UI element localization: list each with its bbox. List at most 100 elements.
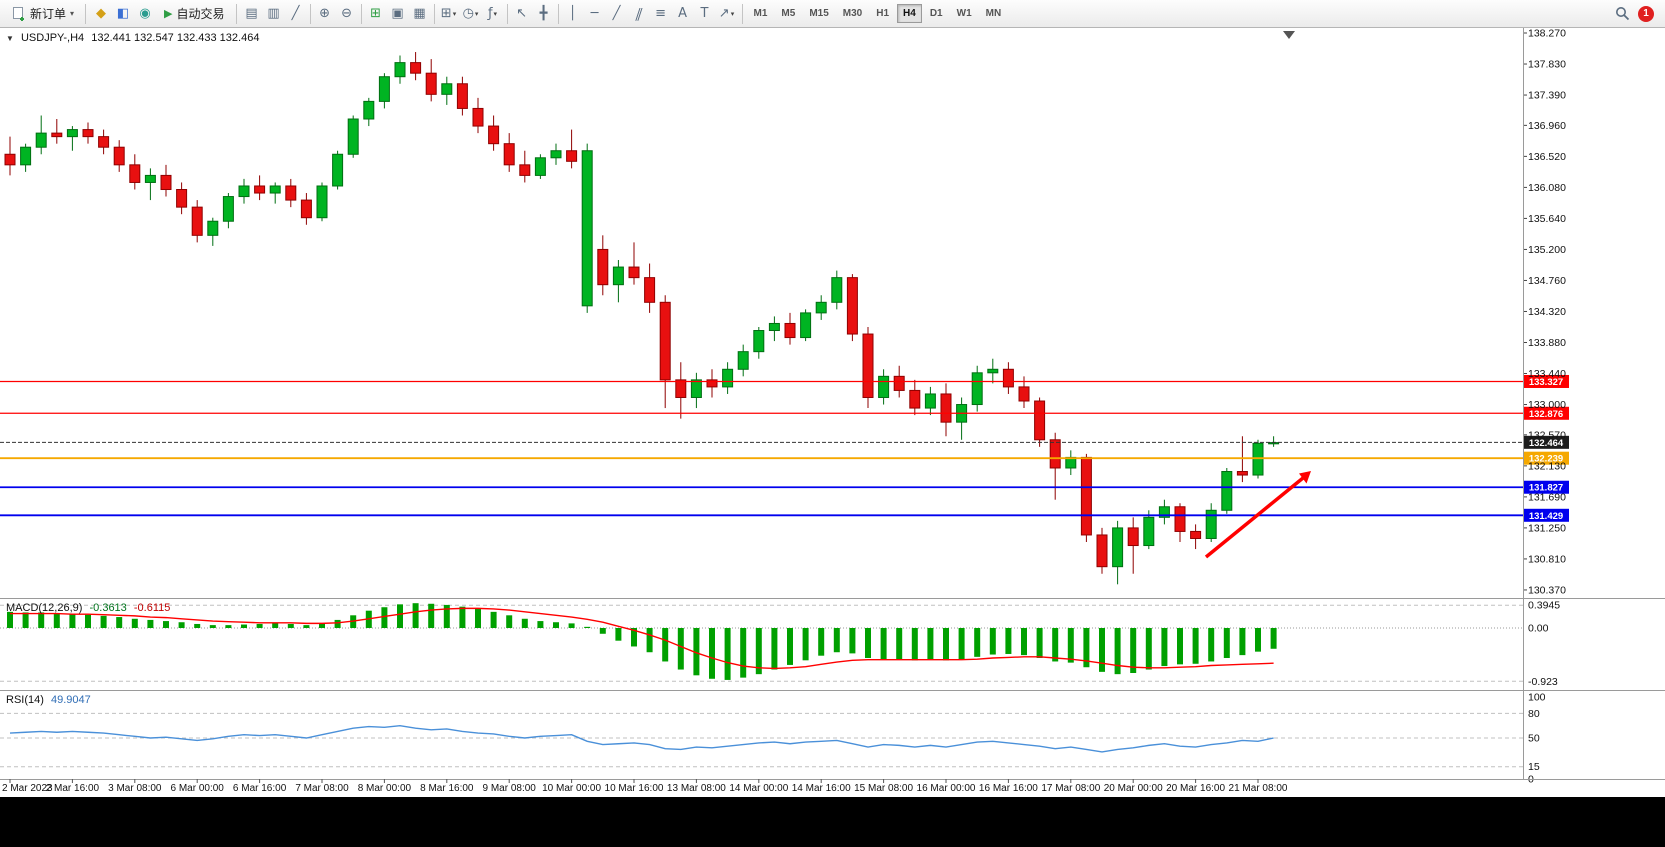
timeframe-h4[interactable]: H4: [897, 4, 922, 23]
svg-text:134.760: 134.760: [1528, 275, 1566, 287]
svg-text:3 Mar 08:00: 3 Mar 08:00: [108, 783, 162, 794]
search-icon[interactable]: [1611, 3, 1633, 25]
svg-text:132.239: 132.239: [1529, 454, 1563, 465]
chevron-down-icon: ▾: [730, 9, 735, 18]
collapse-icon[interactable]: ▼: [6, 34, 14, 43]
indicators-icon[interactable]: ƒ ▾: [487, 6, 498, 21]
chart-title: ▼ USDJPY-,H4 132.441 132.547 132.433 132…: [6, 32, 263, 44]
svg-text:137.390: 137.390: [1528, 90, 1566, 102]
arrange-windows-icon[interactable]: ▦: [413, 6, 426, 21]
toolbar-separator: [235, 3, 237, 24]
svg-text:21 Mar 08:00: 21 Mar 08:00: [1229, 783, 1288, 794]
svg-text:2 Mar 2023: 2 Mar 2023: [2, 783, 53, 794]
bar-chart-icon[interactable]: ▤: [245, 6, 258, 21]
svg-text:135.200: 135.200: [1528, 244, 1566, 256]
svg-text:131.690: 131.690: [1528, 491, 1566, 503]
svg-text:80: 80: [1528, 708, 1540, 720]
svg-text:131.429: 131.429: [1529, 511, 1563, 522]
svg-text:133.000: 133.000: [1528, 399, 1566, 411]
trendline-icon[interactable]: ╱: [612, 6, 621, 21]
auto-trading-button[interactable]: ▶ 自动交易: [157, 2, 231, 25]
svg-text:-0.923: -0.923: [1528, 676, 1558, 688]
timeframe-m5[interactable]: M5: [775, 4, 801, 23]
timeframe-d1[interactable]: D1: [924, 4, 949, 23]
panel-icons-group: ◆ ◧ ◉: [90, 3, 156, 25]
horizontal-line-icon[interactable]: ─: [590, 6, 599, 21]
candlestick-chart-icon[interactable]: ▥: [267, 6, 280, 21]
svg-text:20 Mar 16:00: 20 Mar 16:00: [1166, 783, 1225, 794]
svg-text:138.270: 138.270: [1528, 28, 1566, 40]
zoom-in-icon[interactable]: ⊕: [319, 6, 330, 21]
auto-trading-label: 自动交易: [176, 7, 225, 21]
price-tag: [1523, 435, 1569, 449]
svg-text:133.440: 133.440: [1528, 368, 1566, 380]
chevron-down-icon: ▾: [493, 9, 498, 18]
svg-text:14 Mar 00:00: 14 Mar 00:00: [729, 783, 788, 794]
svg-text:6 Mar 16:00: 6 Mar 16:00: [233, 783, 287, 794]
svg-text:9 Mar 08:00: 9 Mar 08:00: [483, 783, 537, 794]
vertical-line-icon[interactable]: │: [568, 6, 577, 21]
candlestick-series: [4, 52, 1280, 585]
svg-text:0.3945: 0.3945: [1528, 600, 1560, 612]
play-icon: ▶: [164, 7, 173, 20]
svg-text:136.080: 136.080: [1528, 182, 1566, 194]
svg-text:2 Mar 16:00: 2 Mar 16:00: [46, 783, 100, 794]
chevron-down-icon: ▾: [452, 9, 457, 18]
market-watch-icon[interactable]: ◆: [96, 6, 107, 21]
svg-text:6 Mar 00:00: 6 Mar 00:00: [171, 783, 225, 794]
panel-separators[interactable]: [0, 28, 1665, 780]
toolbar-separator: [506, 3, 508, 24]
macd-indicator: 0.3945 0.00 -0.923: [0, 600, 1560, 688]
svg-text:10 Mar 16:00: 10 Mar 16:00: [605, 783, 664, 794]
svg-text:15: 15: [1528, 761, 1540, 773]
trend-arrow-annotation[interactable]: [1204, 471, 1311, 559]
crosshair-icon[interactable]: ╋: [539, 6, 548, 21]
svg-text:13 Mar 08:00: 13 Mar 08:00: [667, 783, 726, 794]
svg-text:20 Mar 00:00: 20 Mar 00:00: [1104, 783, 1163, 794]
price-tag: [1523, 480, 1569, 494]
toolbar-separator: [309, 3, 311, 24]
timeframe-m1[interactable]: M1: [748, 4, 774, 23]
svg-text:14 Mar 16:00: 14 Mar 16:00: [792, 783, 851, 794]
chart-canvas[interactable]: 133.327 132.876 132.239 131.827 131.429 132.4…: [0, 28, 1665, 797]
chart-tools-group: ▤ ▥ ╱ ⊕ ⊖ ⊞ ▣ ▦ ⊞ ▾ ◷ ▾ ƒ ▾ ↖ ╋ │ ─ ╱ ∥ ≡ A T ↗ ▾: [241, 3, 738, 25]
text-icon[interactable]: A: [678, 6, 687, 21]
zoom-out-icon[interactable]: ⊖: [341, 6, 352, 21]
new-chart-icon[interactable]: ⊞ ▾: [440, 6, 457, 21]
cursor-icon[interactable]: ↖: [516, 6, 527, 21]
ohlc-values: 132.441 132.547 132.433 132.464: [91, 32, 260, 44]
line-chart-icon[interactable]: ╱: [291, 6, 300, 21]
svg-text:100: 100: [1528, 692, 1546, 704]
timeframe-mn[interactable]: MN: [980, 4, 1008, 23]
price-axis[interactable]: 138.270 137.830 137.390 136.960 136.520 136.0…: [1523, 28, 1566, 596]
timeframe-m30[interactable]: M30: [837, 4, 868, 23]
toolbar-separator: [85, 3, 87, 24]
rsi-label: RSI(14) 49.9047: [6, 694, 95, 706]
cascade-windows-icon[interactable]: ▣: [391, 6, 404, 21]
timeframe-m15[interactable]: M15: [803, 4, 834, 23]
data-window-icon[interactable]: ◧: [116, 6, 130, 21]
timeframe-w1[interactable]: W1: [951, 4, 978, 23]
navigator-icon[interactable]: ◉: [139, 6, 151, 21]
rsi-value: 49.9047: [50, 694, 91, 706]
notification-badge[interactable]: 1: [1638, 5, 1654, 22]
svg-text:15 Mar 08:00: 15 Mar 08:00: [854, 783, 913, 794]
svg-text:132.464: 132.464: [1529, 438, 1564, 449]
chart-shift-marker[interactable]: [1283, 31, 1295, 39]
tile-windows-icon[interactable]: ⊞: [370, 6, 381, 21]
label-icon[interactable]: T: [700, 6, 709, 21]
symbol-timeframe: USDJPY-,H4: [20, 32, 85, 44]
toolbar-separator: [557, 3, 559, 24]
timeframe-h1[interactable]: H1: [870, 4, 895, 23]
chart-area[interactable]: 133.327 132.876 132.239 131.827 131.429 132.4…: [0, 28, 1665, 797]
toolbar-separator: [360, 3, 362, 24]
svg-text:131.250: 131.250: [1528, 522, 1566, 534]
chart-profiles-icon[interactable]: ◷ ▾: [462, 6, 479, 21]
new-order-button[interactable]: 新订单 ▾: [5, 2, 81, 25]
svg-text:8 Mar 00:00: 8 Mar 00:00: [358, 783, 412, 794]
arrows-icon[interactable]: ↗ ▾: [718, 6, 735, 21]
horizontal-lines[interactable]: 133.327 132.876 132.239 131.827 131.429 132.4…: [0, 374, 1569, 522]
svg-text:0.00: 0.00: [1528, 623, 1549, 635]
fibonacci-icon[interactable]: ≡: [655, 6, 666, 21]
